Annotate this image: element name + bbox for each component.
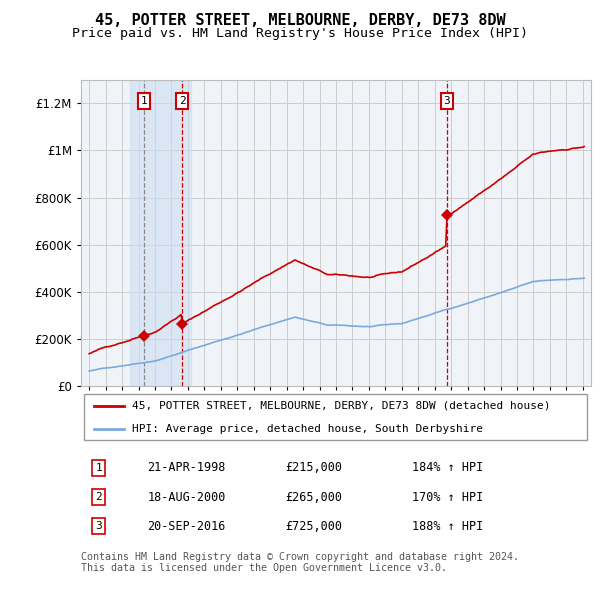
Text: 2: 2	[179, 96, 185, 106]
Text: 20-SEP-2016: 20-SEP-2016	[148, 520, 226, 533]
Text: 1: 1	[95, 463, 102, 473]
Text: 3: 3	[95, 522, 102, 531]
Text: £215,000: £215,000	[285, 461, 342, 474]
Text: HPI: Average price, detached house, South Derbyshire: HPI: Average price, detached house, Sout…	[132, 424, 483, 434]
Text: Price paid vs. HM Land Registry's House Price Index (HPI): Price paid vs. HM Land Registry's House …	[72, 27, 528, 40]
Text: 45, POTTER STREET, MELBOURNE, DERBY, DE73 8DW (detached house): 45, POTTER STREET, MELBOURNE, DERBY, DE7…	[132, 401, 551, 411]
Text: 184% ↑ HPI: 184% ↑ HPI	[413, 461, 484, 474]
FancyBboxPatch shape	[83, 394, 587, 441]
Text: £725,000: £725,000	[285, 520, 342, 533]
Text: 188% ↑ HPI: 188% ↑ HPI	[413, 520, 484, 533]
Text: 18-AUG-2000: 18-AUG-2000	[148, 490, 226, 504]
Bar	[130, 80, 191, 386]
Text: 170% ↑ HPI: 170% ↑ HPI	[413, 490, 484, 504]
Text: 1: 1	[140, 96, 147, 106]
Text: 45, POTTER STREET, MELBOURNE, DERBY, DE73 8DW: 45, POTTER STREET, MELBOURNE, DERBY, DE7…	[95, 13, 505, 28]
Text: 3: 3	[443, 96, 450, 106]
Text: £265,000: £265,000	[285, 490, 342, 504]
Text: 21-APR-1998: 21-APR-1998	[148, 461, 226, 474]
Text: Contains HM Land Registry data © Crown copyright and database right 2024.
This d: Contains HM Land Registry data © Crown c…	[81, 552, 519, 573]
Text: 2: 2	[95, 492, 102, 502]
